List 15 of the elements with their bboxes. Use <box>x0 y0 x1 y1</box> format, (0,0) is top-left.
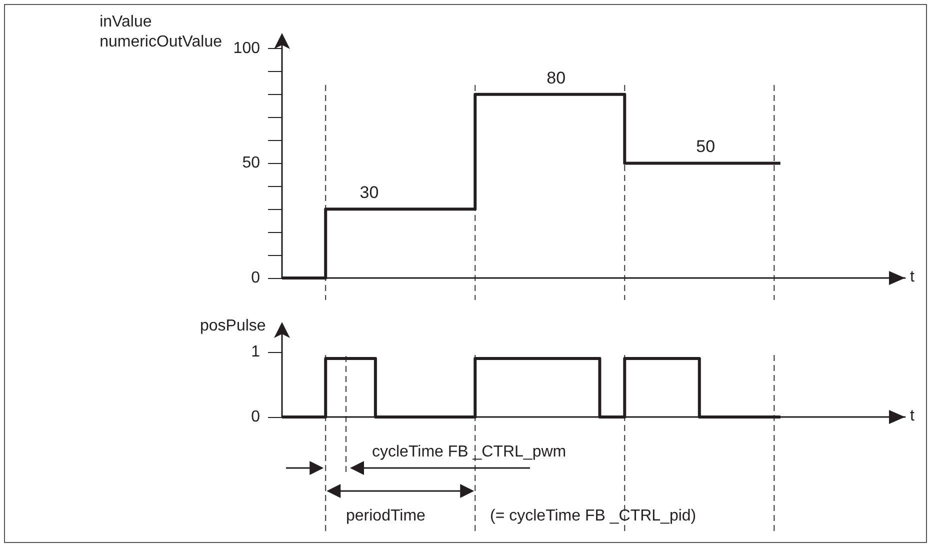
text: cycleTime FB _CTRL_pwm <box>372 444 566 460</box>
data-label: 80 <box>546 68 566 88</box>
text: (= cycleTime FB _CTRL_pid) <box>490 508 696 524</box>
data-label: 50 <box>696 137 716 156</box>
text: t <box>910 268 915 286</box>
text: t <box>910 408 915 424</box>
y-axis-title: posPulse <box>200 318 266 334</box>
data-label: 30 <box>360 183 379 202</box>
y-axis-title: inValue numericOutValue <box>100 14 222 50</box>
y-tick-label: 50 <box>242 154 260 172</box>
y-tick-label: 1 <box>251 344 260 360</box>
y-tick-label: 100 <box>233 40 260 57</box>
y-tick-label: 0 <box>251 408 260 426</box>
y-tick-label: 0 <box>251 270 260 286</box>
text: periodTime <box>346 508 426 524</box>
